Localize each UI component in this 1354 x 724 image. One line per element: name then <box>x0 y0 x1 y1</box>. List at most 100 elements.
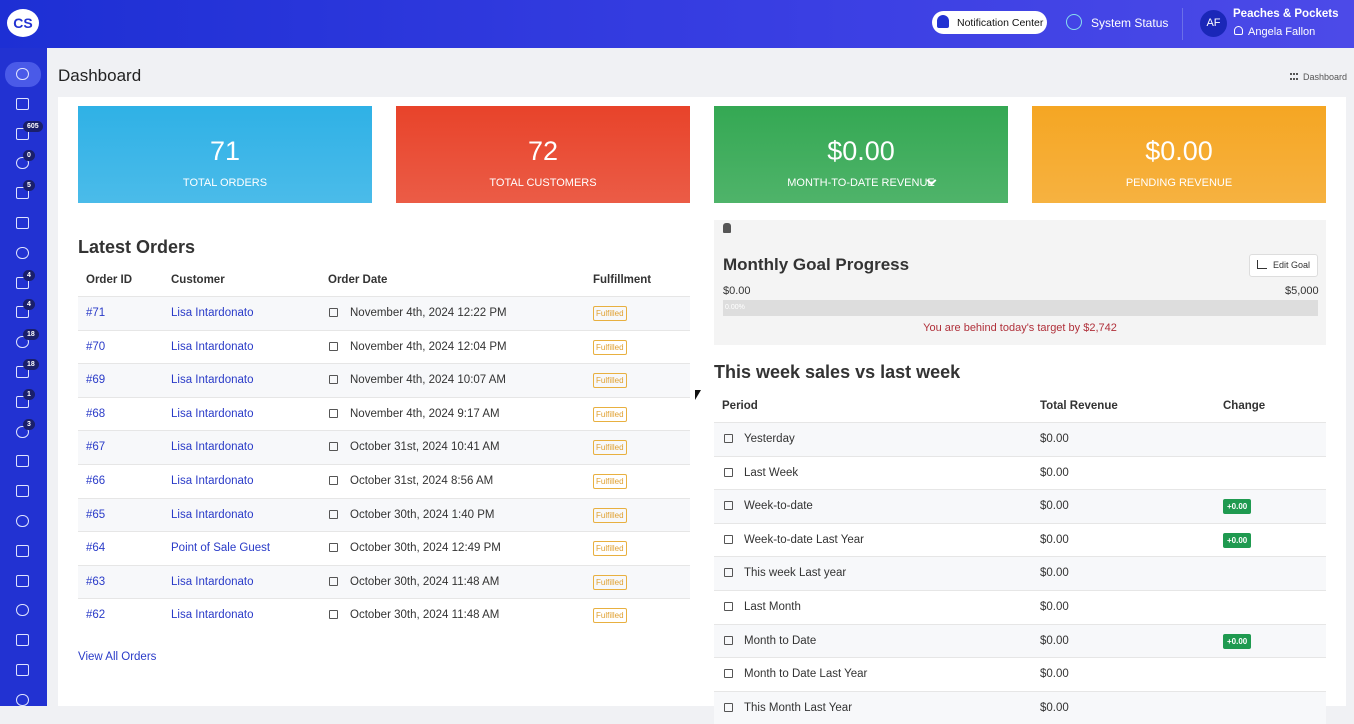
nav-icon[interactable] <box>16 366 29 378</box>
customer[interactable]: Lisa Intardonato <box>171 475 254 487</box>
orders-title: Latest Orders <box>78 237 196 257</box>
status-badge: Fulfilled <box>593 541 627 557</box>
order-date: October 31st, 2024 8:56 AM <box>350 475 494 487</box>
nav-icon[interactable] <box>16 276 29 289</box>
nav-icon[interactable] <box>16 157 29 170</box>
status-badge: Fulfilled <box>593 406 627 422</box>
nav-icon[interactable] <box>16 693 29 706</box>
store-name[interactable]: Peaches & Pockets <box>1233 8 1339 20</box>
notification-label[interactable]: Notification Center <box>957 17 1044 29</box>
notification-button[interactable] <box>932 11 1047 34</box>
calendar-icon <box>329 375 338 385</box>
customer[interactable]: Lisa Intardonato <box>171 508 254 521</box>
logo[interactable]: CS <box>7 9 39 37</box>
user-name[interactable]: Angela Fallon <box>1248 26 1316 38</box>
nav-icon[interactable] <box>16 515 29 527</box>
calendar-icon <box>329 442 338 452</box>
column-header: Order Date <box>328 274 388 286</box>
order-id[interactable]: #65 <box>86 508 106 521</box>
revenue: $0.00 <box>1040 500 1069 513</box>
stat-label: TOTAL ORDERS <box>182 177 268 189</box>
order-id[interactable]: #62 <box>86 609 106 622</box>
avatar[interactable]: AF <box>1200 10 1227 37</box>
nav-icon[interactable] <box>16 604 29 617</box>
bell-icon <box>937 15 949 28</box>
nav-icon[interactable] <box>16 395 29 408</box>
order-date: November 4th, 2024 12:22 PM <box>350 307 507 319</box>
nav-icon[interactable] <box>16 127 29 140</box>
order-date: November 4th, 2024 12:04 PM <box>350 340 507 353</box>
column-header: Total Revenue <box>1040 400 1118 412</box>
nav-icon[interactable] <box>16 97 29 110</box>
column-header: Change <box>1223 400 1266 412</box>
customer[interactable]: Lisa Intardonato <box>171 407 254 420</box>
revenue: $0.00 <box>1040 634 1069 647</box>
nav-icon[interactable] <box>16 634 29 647</box>
customer[interactable]: Lisa Intardonato <box>171 374 254 387</box>
nav-icon[interactable] <box>16 574 29 587</box>
weekly-title: This week sales vs last week <box>714 362 961 382</box>
nav-badge: 605 <box>23 120 43 132</box>
nav-icon[interactable] <box>16 68 29 80</box>
progress-track <box>723 300 1318 316</box>
nav-icon[interactable] <box>16 425 29 438</box>
status-badge: Fulfilled <box>593 373 627 389</box>
order-id[interactable]: #67 <box>86 441 106 454</box>
breadcrumb[interactable]: Dashboard <box>1303 72 1348 82</box>
table-row <box>78 363 690 397</box>
status-badge: Fulfilled <box>593 474 627 489</box>
progress-label: 0.00% <box>725 304 745 311</box>
stat-label[interactable]: MONTH-TO-DATE REVENUE <box>787 177 935 189</box>
calendar-icon <box>329 408 338 418</box>
order-id[interactable]: #69 <box>86 374 106 387</box>
order-id[interactable]: #66 <box>86 475 106 487</box>
table-row <box>78 564 690 599</box>
customer[interactable]: Lisa Intardonato <box>171 340 254 353</box>
stat-tile: $0.00 MONTH-TO-DATE REVENUE <box>714 106 1008 203</box>
goal-message: You are behind today's target by $2,742 <box>923 322 1117 334</box>
customer[interactable]: Lisa Intardonato <box>171 609 254 622</box>
order-id[interactable]: #70 <box>86 340 106 353</box>
order-id[interactable]: #64 <box>86 542 106 555</box>
stat-label: TOTAL CUSTOMERS <box>489 177 597 189</box>
calendar-icon <box>724 501 733 511</box>
view-all-link[interactable]: View All Orders <box>78 651 157 663</box>
customer[interactable]: Lisa Intardonato <box>171 575 254 588</box>
calendar-icon <box>329 476 338 485</box>
nav-icon[interactable] <box>16 246 29 259</box>
customer[interactable]: Lisa Intardonato <box>171 441 254 454</box>
goal-min: $0.00 <box>723 285 751 297</box>
edit-goal-button[interactable] <box>1249 254 1318 277</box>
order-id[interactable]: #63 <box>86 575 106 588</box>
customer[interactable]: Point of Sale Guest <box>171 542 271 555</box>
nav-icon[interactable] <box>16 187 29 200</box>
order-date: October 30th, 2024 11:48 AM <box>350 609 500 622</box>
nav-icon[interactable] <box>16 455 29 468</box>
customer[interactable]: Lisa Intardonato <box>171 307 254 319</box>
change-badge: +0.00 <box>1223 499 1252 515</box>
calendar-icon <box>724 702 733 712</box>
nav-icon[interactable] <box>16 306 29 319</box>
cursor <box>695 390 701 400</box>
goal-panel <box>714 220 1326 345</box>
table-row <box>78 531 690 565</box>
status-badge: Fulfilled <box>593 574 627 590</box>
period: Month to Date Last Year <box>744 668 868 681</box>
change-badge: +0.00 <box>1223 633 1252 649</box>
system-status[interactable]: System Status <box>1091 16 1169 30</box>
nav-icon[interactable] <box>16 336 29 349</box>
period: Yesterday <box>744 433 795 445</box>
revenue: $0.00 <box>1040 567 1069 580</box>
nav-icon[interactable] <box>16 544 29 557</box>
nav-icon[interactable] <box>16 485 29 498</box>
order-id[interactable]: #71 <box>86 307 106 319</box>
order-id[interactable]: #68 <box>86 407 106 420</box>
nav-badge: 4 <box>23 269 35 281</box>
status-badge: Fulfilled <box>593 306 627 321</box>
nav-badge: 4 <box>23 299 35 311</box>
user-icon <box>1234 26 1243 35</box>
calendar-icon <box>724 568 733 578</box>
nav-icon[interactable] <box>16 664 29 676</box>
edit-goal-label[interactable]: Edit Goal <box>1273 260 1311 270</box>
nav-icon[interactable] <box>16 217 29 229</box>
